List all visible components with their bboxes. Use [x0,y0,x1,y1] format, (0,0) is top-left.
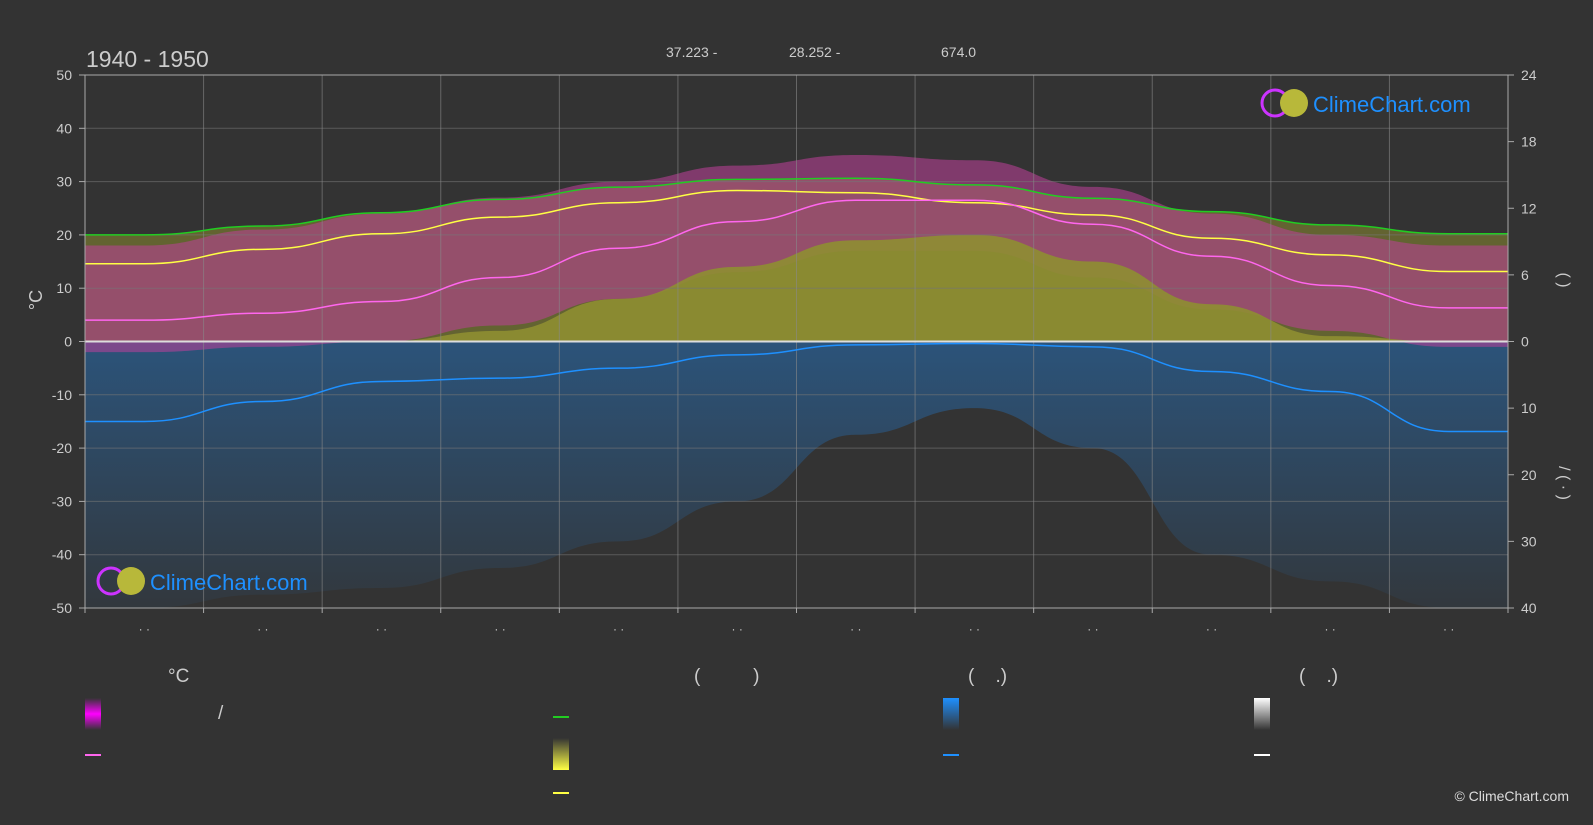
x-tick-label: · · [1087,622,1098,636]
daylight-line [85,177,1509,236]
y-right-bottom-tick-label: 10 [1521,400,1537,416]
series-lines [84,177,1509,433]
y-left-tick-label: 20 [56,227,72,243]
y-right-bottom-tick-label: 30 [1521,533,1537,549]
y-right-bottom-tick-label: 20 [1521,467,1537,483]
rain-line [85,342,1508,433]
y-right-top-tick-label: 12 [1521,200,1537,216]
x-tick-label: · · [850,622,861,636]
header-stat-2: 28.252 - [789,44,841,60]
brand-text-top: ClimeChart.com [1313,92,1471,117]
header-stat-3: 674.0 [941,44,976,60]
y-right-bottom-tick-label: 40 [1521,600,1537,616]
y-left-tick-label: 40 [56,120,72,136]
brand-logo-top[interactable]: ClimeChart.com [1260,88,1471,118]
x-tick-label: · · [257,622,268,636]
x-tick-label: · · [732,622,743,636]
y-left-tick-label: -30 [52,493,72,509]
y-right-top-label: ( ) [1555,272,1572,287]
brand-logo-bottom[interactable]: ClimeChart.com [96,566,308,596]
temp-mean-line [84,199,1508,321]
y-left-tick-label: -10 [52,387,72,403]
x-tick-label: · · [494,622,505,636]
logo-sun-icon [1280,89,1308,117]
y-left-tick-label: 10 [56,280,72,296]
sunshine-line [84,189,1508,273]
header-stat-1: 37.223 - [666,44,718,60]
y-right-top-tick-label: 0 [1521,334,1529,350]
y-left-tick-label: -20 [52,440,72,456]
axes: 50 40 30 20 10 0 -10 -20 -30 -40 -50 24 18 12 6 0 10 20 30… [52,67,1537,636]
logo-sun-icon [117,567,145,595]
y-left-tick-label: -50 [52,600,72,616]
period-label: 1940 - 1950 [86,46,209,72]
x-tick-label: · · [376,622,387,636]
y-left-tick-label: 0 [64,334,72,350]
y-left-tick-label: -40 [52,547,72,563]
y-right-top-tick-label: 24 [1521,67,1537,83]
x-tick-label: · · [139,622,150,636]
y-right-top-tick-label: 6 [1521,267,1529,283]
brand-text-bottom: ClimeChart.com [150,570,308,595]
x-tick-label: · · [613,622,624,636]
y-left-tick-label: 30 [56,174,72,190]
y-right-bottom-label: / ( · ) [1555,466,1572,500]
y-right-top-tick-label: 18 [1521,134,1537,150]
x-tick-label: · · [1206,622,1217,636]
x-tick-label: · · [1324,622,1335,636]
x-tick-label: · · [1443,622,1454,636]
y-left-tick-label: 50 [56,67,72,83]
y-left-label: °C [26,290,46,310]
x-tick-label: · · [969,622,980,636]
